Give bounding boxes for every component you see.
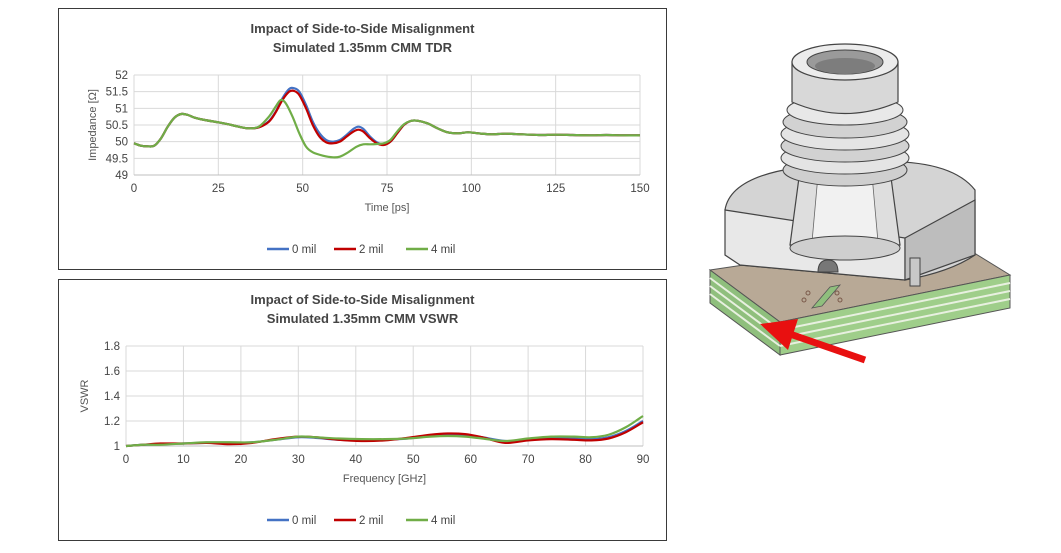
x-tick-label: 0 <box>123 454 129 466</box>
tdr-chart: Impact of Side-to-Side Misalignment Simul… <box>87 21 650 256</box>
connector-top-cylinder-icon <box>791 43 899 115</box>
x-tick-label: 70 <box>522 454 535 466</box>
y-tick-label: 1.6 <box>104 366 120 378</box>
y-tick-label: 49.5 <box>106 153 128 165</box>
vswr-chart-panel: Impact of Side-to-Side Misalignment Simul… <box>58 279 667 541</box>
x-axis-title: Frequency [GHz] <box>343 473 426 485</box>
legend-label: 4 mil <box>431 515 455 527</box>
y-tick-label: 49 <box>115 170 128 182</box>
x-tick-label: 30 <box>292 454 305 466</box>
y-axis-title: Impedance [Ω] <box>87 89 99 161</box>
series-line-4-mil <box>125 415 644 448</box>
x-tick-label: 20 <box>234 454 247 466</box>
chart-subtitle: Simulated 1.35mm CMM VSWR <box>267 311 459 326</box>
chart-title: Impact of Side-to-Side Misalignment <box>251 292 476 307</box>
x-tick-label: 40 <box>349 454 362 466</box>
y-tick-label: 52 <box>115 70 128 82</box>
series-line-4-mil <box>133 98 641 159</box>
y-tick-label: 51.5 <box>106 87 128 99</box>
x-tick-label: 50 <box>407 454 420 466</box>
chart-subtitle: Simulated 1.35mm CMM TDR <box>273 40 453 55</box>
x-tick-label: 125 <box>546 183 565 195</box>
x-tick-label: 80 <box>579 454 592 466</box>
y-tick-label: 51 <box>115 103 128 115</box>
legend-label: 4 mil <box>431 244 455 256</box>
y-tick-label: 50 <box>115 137 128 149</box>
x-tick-label: 100 <box>462 183 481 195</box>
x-tick-label: 25 <box>212 183 225 195</box>
x-tick-label: 90 <box>637 454 650 466</box>
legend-label: 2 mil <box>359 515 383 527</box>
legend-label: 0 mil <box>292 515 316 527</box>
y-tick-label: 1.2 <box>104 416 120 428</box>
x-tick-label: 10 <box>177 454 190 466</box>
x-axis-title: Time [ps] <box>365 202 410 214</box>
x-tick-label: 60 <box>464 454 477 466</box>
legend-label: 0 mil <box>292 244 316 256</box>
legend-label: 2 mil <box>359 244 383 256</box>
x-tick-label: 50 <box>296 183 309 195</box>
vswr-chart: Impact of Side-to-Side Misalignment Simul… <box>79 292 650 527</box>
red-arrow-icon <box>760 319 867 364</box>
connector-hex-body-icon <box>789 169 901 261</box>
x-tick-label: 75 <box>381 183 394 195</box>
connector-3d-model <box>708 43 1012 364</box>
x-tick-label: 150 <box>630 183 649 195</box>
tdr-chart-panel: Impact of Side-to-Side Misalignment Simul… <box>58 8 667 270</box>
y-tick-label: 1.4 <box>104 391 121 403</box>
y-tick-label: 1.8 <box>104 341 120 353</box>
y-tick-label: 1 <box>114 441 120 453</box>
x-tick-label: 0 <box>131 183 137 195</box>
y-axis-title: VSWR <box>79 379 91 412</box>
chart-title: Impact of Side-to-Side Misalignment <box>251 21 476 36</box>
y-tick-label: 50.5 <box>106 120 128 132</box>
